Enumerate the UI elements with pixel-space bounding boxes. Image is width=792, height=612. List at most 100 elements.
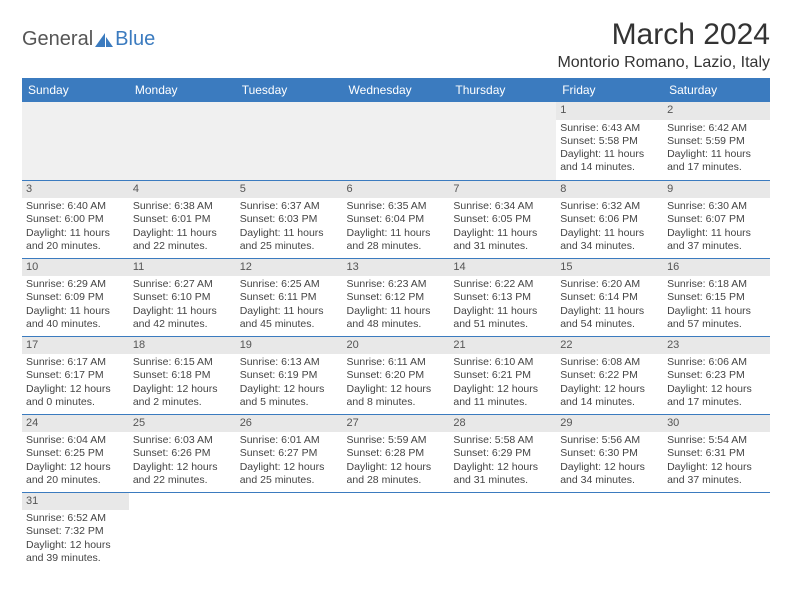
cell-sunrise: Sunrise: 6:43 AM (560, 122, 659, 135)
cell-daylight1: Daylight: 11 hours (560, 305, 659, 318)
day-number: 12 (236, 259, 343, 277)
day-number: 28 (449, 415, 556, 433)
weekday-header: Friday (556, 78, 663, 102)
weekday-header-row: Sunday Monday Tuesday Wednesday Thursday… (22, 78, 770, 102)
cell-daylight1: Daylight: 11 hours (453, 305, 552, 318)
location-subtitle: Montorio Romano, Lazio, Italy (557, 54, 770, 72)
day-number: 22 (556, 337, 663, 355)
cell-sunset: Sunset: 7:32 PM (26, 525, 125, 538)
cell-sunrise: Sunrise: 6:20 AM (560, 278, 659, 291)
day-number: 25 (129, 415, 236, 433)
cell-daylight1: Daylight: 11 hours (26, 227, 125, 240)
cell-sunset: Sunset: 6:03 PM (240, 213, 339, 226)
cell-daylight1: Daylight: 12 hours (560, 383, 659, 396)
cell-sunset: Sunset: 6:23 PM (667, 369, 766, 382)
calendar-cell: 9Sunrise: 6:30 AMSunset: 6:07 PMDaylight… (663, 180, 770, 258)
cell-sunset: Sunset: 6:10 PM (133, 291, 232, 304)
calendar-cell: 15Sunrise: 6:20 AMSunset: 6:14 PMDayligh… (556, 258, 663, 336)
cell-daylight1: Daylight: 12 hours (133, 383, 232, 396)
cell-daylight2: and 54 minutes. (560, 318, 659, 331)
cell-sunrise: Sunrise: 6:52 AM (26, 512, 125, 525)
calendar-cell (22, 102, 129, 180)
cell-sunrise: Sunrise: 6:11 AM (347, 356, 446, 369)
day-number: 26 (236, 415, 343, 433)
cell-sunrise: Sunrise: 6:23 AM (347, 278, 446, 291)
cell-daylight2: and 34 minutes. (560, 474, 659, 487)
cell-daylight2: and 22 minutes. (133, 474, 232, 487)
cell-daylight1: Daylight: 12 hours (26, 539, 125, 552)
cell-daylight2: and 40 minutes. (26, 318, 125, 331)
day-number: 5 (236, 181, 343, 199)
day-number: 6 (343, 181, 450, 199)
cell-daylight2: and 28 minutes. (347, 240, 446, 253)
cell-sunrise: Sunrise: 5:54 AM (667, 434, 766, 447)
cell-sunset: Sunset: 6:15 PM (667, 291, 766, 304)
calendar-cell: 3Sunrise: 6:40 AMSunset: 6:00 PMDaylight… (22, 180, 129, 258)
day-number: 3 (22, 181, 129, 199)
cell-daylight2: and 14 minutes. (560, 396, 659, 409)
cell-daylight2: and 37 minutes. (667, 240, 766, 253)
day-number: 23 (663, 337, 770, 355)
calendar-row: 10Sunrise: 6:29 AMSunset: 6:09 PMDayligh… (22, 258, 770, 336)
calendar-cell: 2Sunrise: 6:42 AMSunset: 5:59 PMDaylight… (663, 102, 770, 180)
cell-sunset: Sunset: 5:58 PM (560, 135, 659, 148)
cell-sunrise: Sunrise: 5:56 AM (560, 434, 659, 447)
day-number: 24 (22, 415, 129, 433)
cell-daylight1: Daylight: 12 hours (667, 383, 766, 396)
cell-daylight2: and 37 minutes. (667, 474, 766, 487)
day-number: 30 (663, 415, 770, 433)
calendar-cell: 6Sunrise: 6:35 AMSunset: 6:04 PMDaylight… (343, 180, 450, 258)
cell-daylight2: and 31 minutes. (453, 240, 552, 253)
calendar-cell: 11Sunrise: 6:27 AMSunset: 6:10 PMDayligh… (129, 258, 236, 336)
calendar-cell: 8Sunrise: 6:32 AMSunset: 6:06 PMDaylight… (556, 180, 663, 258)
page-title: March 2024 (557, 18, 770, 52)
sail-icon (95, 33, 113, 47)
cell-daylight1: Daylight: 11 hours (667, 305, 766, 318)
weekday-header: Tuesday (236, 78, 343, 102)
day-number: 20 (343, 337, 450, 355)
cell-sunrise: Sunrise: 6:17 AM (26, 356, 125, 369)
cell-sunset: Sunset: 5:59 PM (667, 135, 766, 148)
cell-sunset: Sunset: 6:26 PM (133, 447, 232, 460)
cell-sunrise: Sunrise: 6:42 AM (667, 122, 766, 135)
cell-sunset: Sunset: 6:07 PM (667, 213, 766, 226)
cell-daylight2: and 17 minutes. (667, 161, 766, 174)
cell-sunset: Sunset: 6:28 PM (347, 447, 446, 460)
calendar-cell: 18Sunrise: 6:15 AMSunset: 6:18 PMDayligh… (129, 336, 236, 414)
calendar-cell: 23Sunrise: 6:06 AMSunset: 6:23 PMDayligh… (663, 336, 770, 414)
day-number: 29 (556, 415, 663, 433)
cell-sunset: Sunset: 6:09 PM (26, 291, 125, 304)
cell-sunset: Sunset: 6:12 PM (347, 291, 446, 304)
cell-daylight1: Daylight: 12 hours (667, 461, 766, 474)
cell-daylight2: and 48 minutes. (347, 318, 446, 331)
cell-sunrise: Sunrise: 6:37 AM (240, 200, 339, 213)
calendar-cell: 25Sunrise: 6:03 AMSunset: 6:26 PMDayligh… (129, 414, 236, 492)
calendar-cell: 14Sunrise: 6:22 AMSunset: 6:13 PMDayligh… (449, 258, 556, 336)
day-number: 1 (556, 102, 663, 120)
cell-sunset: Sunset: 6:20 PM (347, 369, 446, 382)
calendar-cell: 26Sunrise: 6:01 AMSunset: 6:27 PMDayligh… (236, 414, 343, 492)
cell-daylight1: Daylight: 12 hours (347, 461, 446, 474)
cell-daylight1: Daylight: 11 hours (667, 148, 766, 161)
cell-sunset: Sunset: 6:17 PM (26, 369, 125, 382)
day-number: 15 (556, 259, 663, 277)
cell-sunset: Sunset: 6:18 PM (133, 369, 232, 382)
cell-sunrise: Sunrise: 6:27 AM (133, 278, 232, 291)
cell-daylight1: Daylight: 12 hours (240, 383, 339, 396)
cell-daylight1: Daylight: 11 hours (347, 227, 446, 240)
day-number: 11 (129, 259, 236, 277)
cell-sunset: Sunset: 6:11 PM (240, 291, 339, 304)
cell-daylight2: and 20 minutes. (26, 474, 125, 487)
calendar-cell: 4Sunrise: 6:38 AMSunset: 6:01 PMDaylight… (129, 180, 236, 258)
calendar-cell: 19Sunrise: 6:13 AMSunset: 6:19 PMDayligh… (236, 336, 343, 414)
calendar-cell: 7Sunrise: 6:34 AMSunset: 6:05 PMDaylight… (449, 180, 556, 258)
day-number: 16 (663, 259, 770, 277)
calendar-cell: 12Sunrise: 6:25 AMSunset: 6:11 PMDayligh… (236, 258, 343, 336)
calendar-table: Sunday Monday Tuesday Wednesday Thursday… (22, 78, 770, 570)
cell-sunrise: Sunrise: 6:35 AM (347, 200, 446, 213)
weekday-header: Monday (129, 78, 236, 102)
cell-sunrise: Sunrise: 6:06 AM (667, 356, 766, 369)
day-number: 4 (129, 181, 236, 199)
day-number: 19 (236, 337, 343, 355)
cell-daylight2: and 8 minutes. (347, 396, 446, 409)
